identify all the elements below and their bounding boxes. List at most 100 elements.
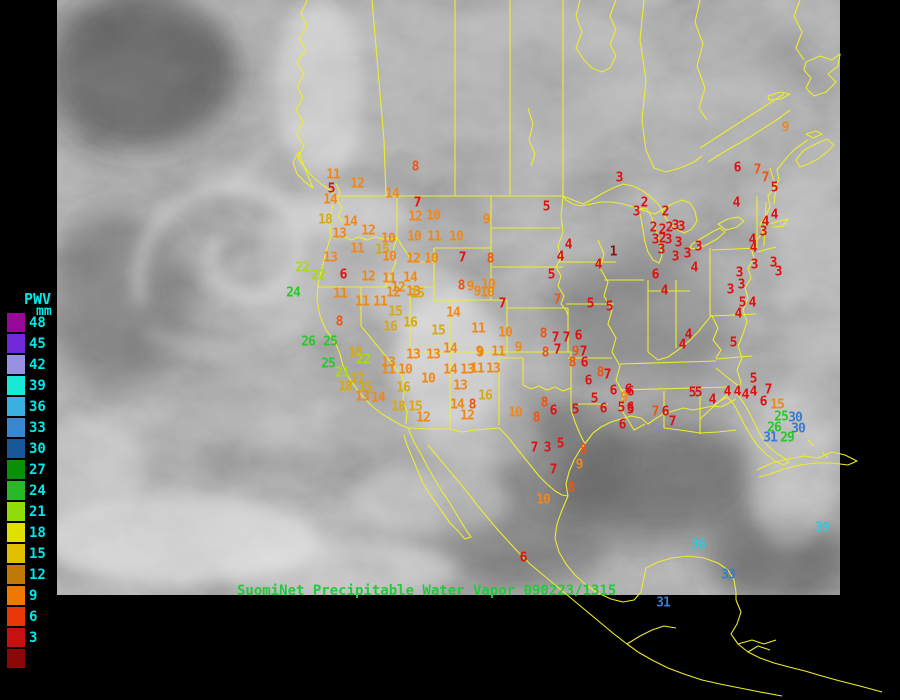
pwv-station-value: 25	[323, 334, 338, 350]
pwv-station-value: 5	[556, 436, 565, 452]
pwv-station-value: 3	[694, 239, 703, 255]
pwv-station-value: 25	[321, 356, 336, 372]
pwv-station-value: 2	[661, 204, 670, 220]
pwv-station-value: 17	[350, 371, 365, 387]
pwv-station-value: 9	[575, 457, 584, 473]
pwv-station-value: 13	[460, 362, 475, 378]
pwv-station-value: 3	[737, 277, 746, 293]
pwv-station-value: 8	[468, 397, 477, 413]
pwv-station-value: 2	[658, 222, 667, 238]
pwv-station-value: 8	[335, 314, 344, 330]
pwv-station-value: 15	[408, 399, 423, 415]
legend-value-label: 12	[29, 566, 46, 583]
pwv-station-value: 8	[411, 159, 420, 175]
pwv-station-value: 15	[358, 380, 373, 396]
pwv-station-value: 14	[443, 341, 458, 357]
pwv-station-value: 2	[649, 220, 658, 236]
legend-value-label: 30	[29, 440, 46, 457]
pwv-station-value: 3	[657, 242, 666, 258]
pwv-station-value: 11	[350, 241, 365, 257]
legend-value-label: 45	[29, 335, 46, 352]
legend-entry: 3	[6, 627, 46, 648]
pwv-station-value: 8	[457, 278, 466, 294]
pwv-station-value: 9	[473, 284, 482, 300]
pwv-station-value: 12	[408, 209, 423, 225]
pwv-station-value: 12	[391, 280, 406, 296]
pwv-station-value: 3	[671, 218, 680, 234]
pwv-station-value: 33	[721, 567, 736, 583]
pwv-station-value: 7	[551, 330, 560, 346]
pwv-station-value: 12	[350, 176, 365, 192]
pwv-station-value: 6	[519, 550, 528, 566]
pwv-station-value: 10	[381, 231, 396, 247]
pwv-station-value: 7	[764, 382, 773, 398]
pwv-station-value: 16	[403, 315, 418, 331]
pwv-station-value: 4	[748, 295, 757, 311]
pwv-station-value: 4	[564, 237, 573, 253]
legend-entry: 30	[6, 438, 46, 459]
legend-swatch	[6, 459, 26, 480]
pwv-station-value: 10	[480, 285, 495, 301]
pwv-station-value: 29	[780, 430, 795, 446]
legend-entry	[6, 648, 46, 669]
pwv-station-value: 3	[750, 257, 759, 273]
pwv-station-value: 12	[386, 285, 401, 301]
pwv-station-value: 11	[491, 344, 506, 360]
legend-entry: 48	[6, 312, 46, 333]
pwv-station-value: 7	[761, 170, 770, 186]
pwv-station-value: 26	[767, 420, 782, 436]
legend-rows: 48 45 42 39 36 33 30 27 24 21 18 15 12 9 6 3	[6, 312, 46, 669]
pwv-station-value: 14	[371, 390, 386, 406]
pwv-station-value: 9	[781, 120, 790, 136]
pwv-station-value: 9	[620, 390, 629, 406]
pwv-station-value: 6	[599, 401, 608, 417]
pwv-station-value: 13	[426, 347, 441, 363]
pwv-station-value: 4	[556, 249, 565, 265]
pwv-station-value: 14	[443, 362, 458, 378]
pwv-station-value: 5	[547, 267, 556, 283]
pwv-station-value: 14	[323, 192, 338, 208]
pwv-station-value: 9	[476, 345, 485, 361]
pwv-station-value: 10	[508, 405, 523, 421]
legend-swatch	[6, 564, 26, 585]
pwv-station-value: 18	[348, 345, 363, 361]
pwv-station-value: 14	[385, 186, 400, 202]
pwv-station-value: 6	[618, 417, 627, 433]
pwv-station-value: 13	[332, 226, 347, 242]
pwv-station-value: 22	[295, 260, 310, 276]
pwv-station-value: 6	[624, 382, 633, 398]
pwv-station-value: 7	[753, 162, 762, 178]
legend-value-label: 6	[29, 608, 38, 625]
legend-value-label: 21	[29, 503, 46, 520]
legend-swatch	[6, 627, 26, 648]
pwv-station-value: 9	[466, 279, 475, 295]
pwv-station-value: 5	[738, 295, 747, 311]
legend-entry: 36	[6, 396, 46, 417]
legend-value-label: 48	[29, 314, 46, 331]
pwv-station-value: 7	[562, 330, 571, 346]
pwv-station-value: 13	[323, 250, 338, 266]
legend-value-label: 15	[29, 545, 46, 562]
legend-entry: 15	[6, 543, 46, 564]
pwv-station-value: 8	[532, 410, 541, 426]
pwv-station-value: 7	[553, 292, 562, 308]
pwv-station-value: 13	[453, 378, 468, 394]
pwv-station-value: 8	[568, 355, 577, 371]
pwv-station-value: 31	[763, 430, 778, 446]
pwv-station-value: 13	[486, 361, 501, 377]
pwv-station-value: 11	[355, 294, 370, 310]
legend-entry: 45	[6, 333, 46, 354]
pwv-station-value: 9	[475, 344, 484, 360]
pwv-station-value: 12	[416, 410, 431, 426]
pwv-station-value: 10	[536, 492, 551, 508]
pwv-station-value: 5	[327, 181, 336, 197]
pwv-station-value: 4	[690, 260, 699, 276]
pwv-station-value: 8	[567, 480, 576, 496]
pwv-station-value: 10	[421, 371, 436, 387]
pwv-station-value: 10	[449, 229, 464, 245]
pwv-station-value: 6	[626, 400, 635, 416]
pwv-station-value: 5	[688, 385, 697, 401]
pwv-station-value: 22	[356, 352, 371, 368]
pwv-station-value: 8	[486, 251, 495, 267]
